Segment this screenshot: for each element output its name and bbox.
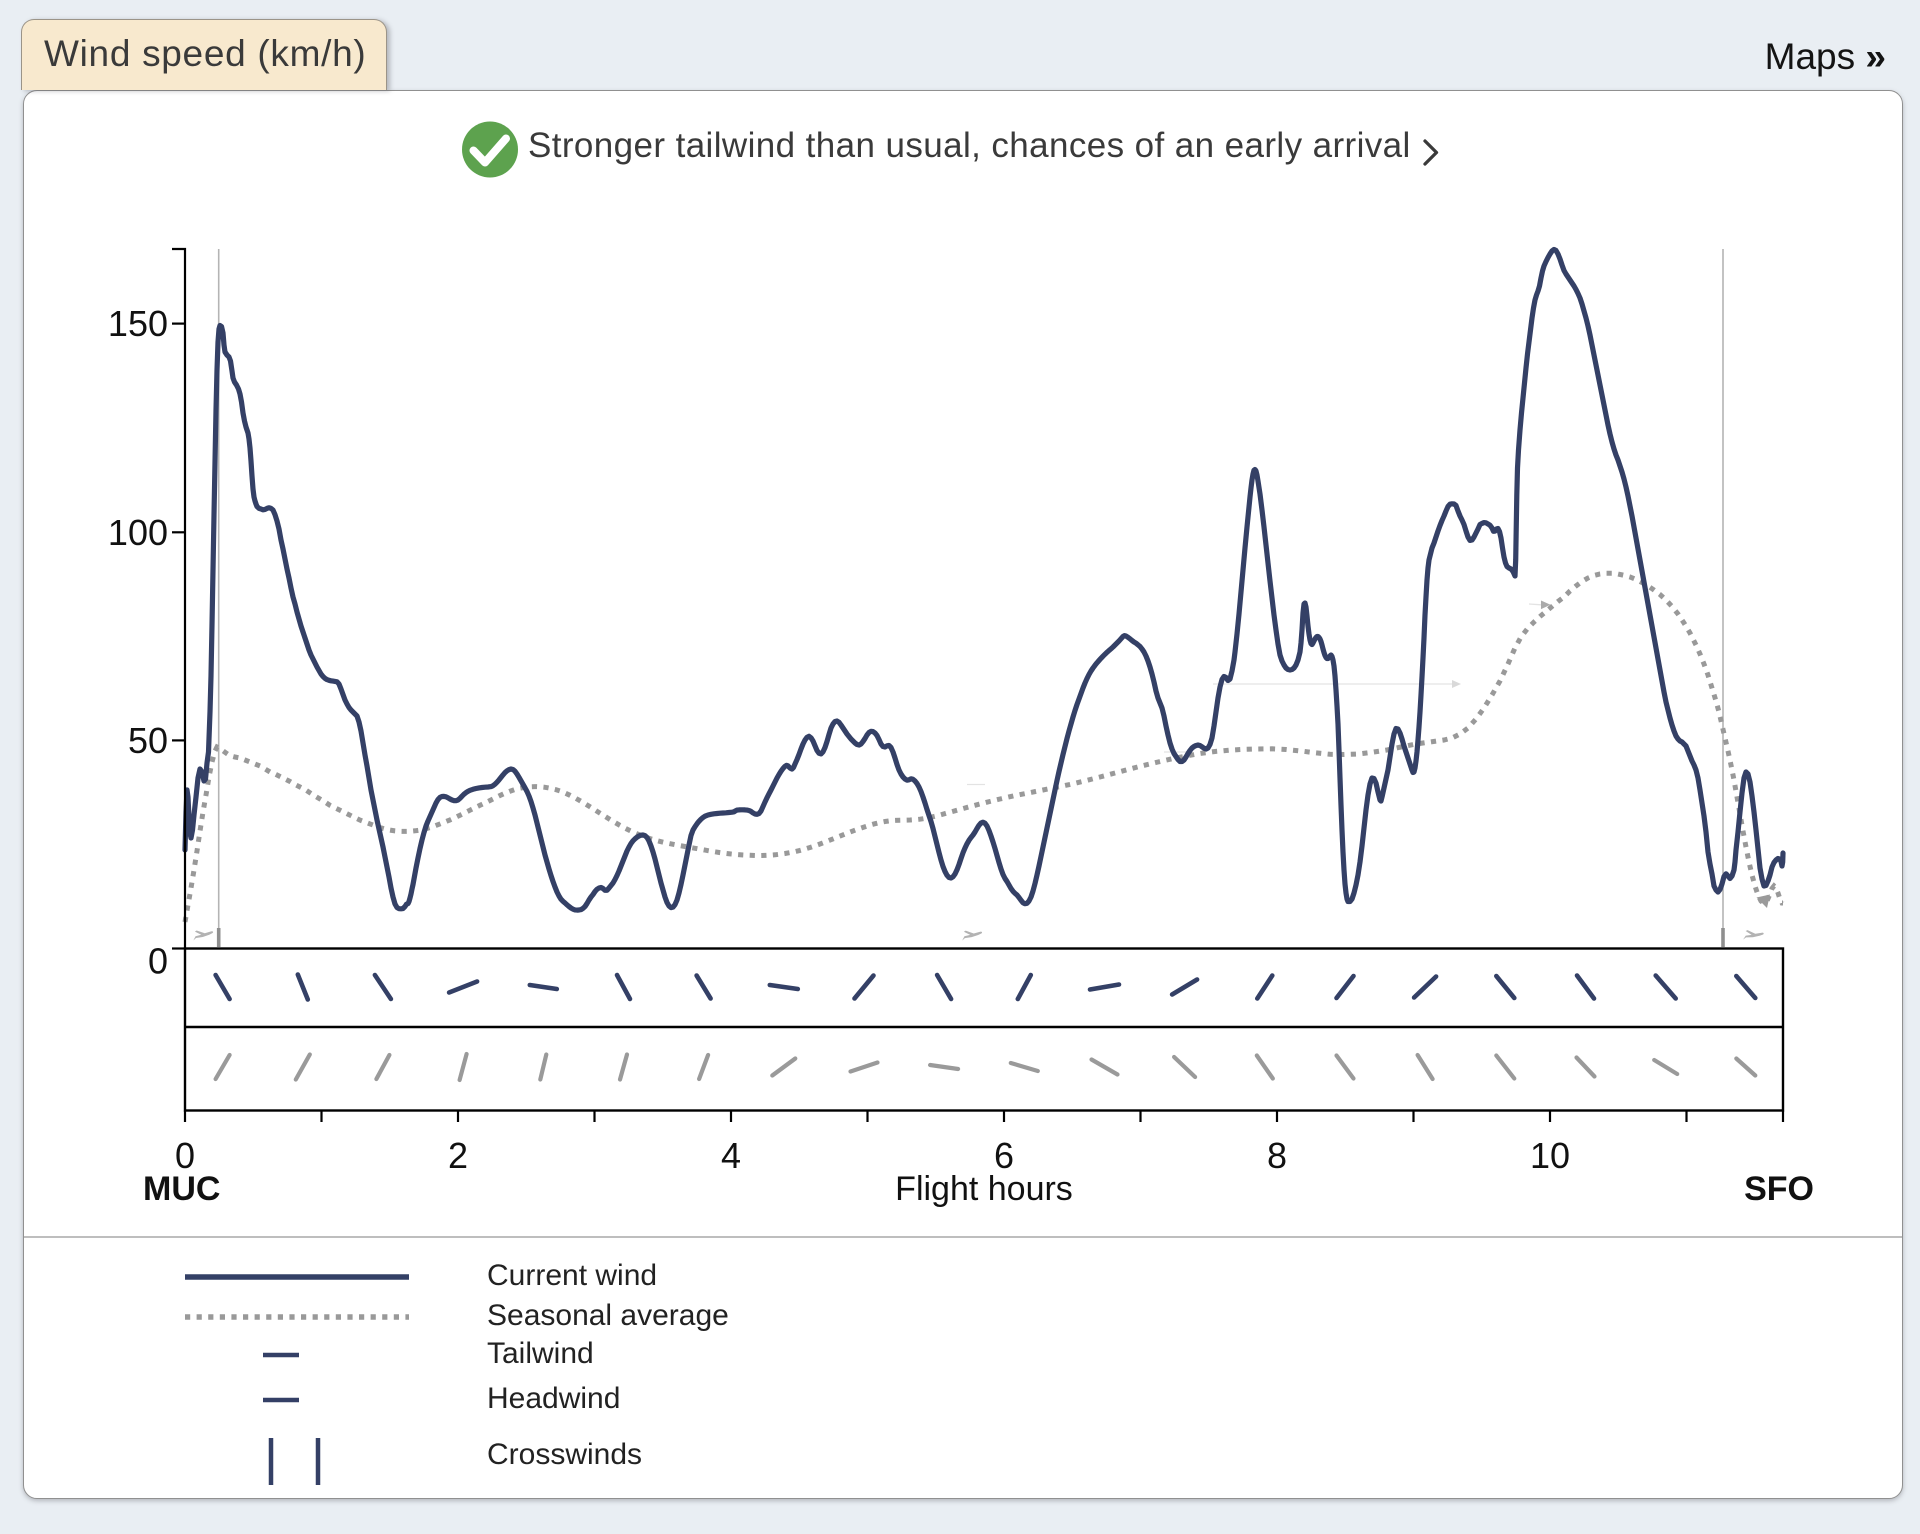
svg-text:MUC: MUC [143, 1170, 220, 1208]
svg-text:50: 50 [128, 720, 168, 761]
svg-text:2: 2 [448, 1135, 468, 1176]
svg-text:0: 0 [148, 941, 168, 982]
svg-text:10: 10 [1530, 1135, 1570, 1176]
svg-text:6: 6 [994, 1135, 1014, 1176]
svg-text:4: 4 [721, 1135, 741, 1176]
svg-text:SFO: SFO [1744, 1170, 1814, 1208]
svg-text:100: 100 [108, 512, 168, 553]
svg-text:Flight hours: Flight hours [895, 1170, 1073, 1208]
svg-text:150: 150 [108, 303, 168, 344]
svg-text:0: 0 [175, 1135, 195, 1176]
svg-text:8: 8 [1267, 1135, 1287, 1176]
